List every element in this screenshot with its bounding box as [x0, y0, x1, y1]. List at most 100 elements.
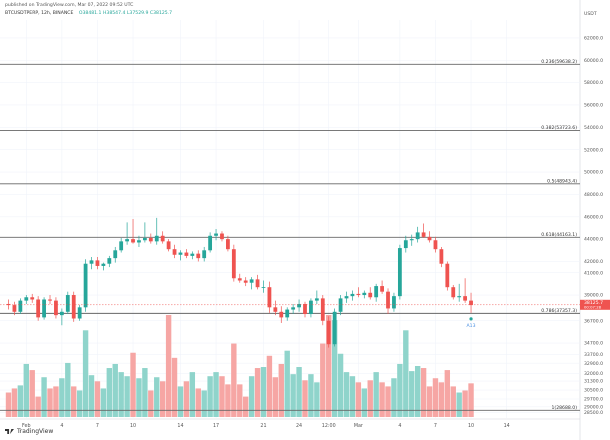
- candle-body: [445, 263, 450, 288]
- volume-bar: [326, 315, 332, 417]
- candle-body: [249, 279, 254, 283]
- volume-bar: [391, 378, 397, 417]
- ohlc-low: L37529.9: [126, 11, 149, 16]
- candle-body: [362, 292, 367, 296]
- volume-bar: [171, 357, 178, 417]
- volume-bar: [290, 374, 296, 417]
- candle-body: [237, 278, 242, 281]
- candle-body: [65, 295, 70, 312]
- tradingview-logo-icon: [5, 429, 14, 434]
- candle-body: [463, 296, 468, 301]
- volume-bar: [130, 352, 136, 417]
- volume-bar: [254, 368, 261, 417]
- y-tick-label: 48000.0: [584, 192, 603, 198]
- y-tick-label: 52000.0: [584, 147, 603, 153]
- candle-body: [226, 239, 230, 250]
- volume-bar: [260, 367, 267, 417]
- volume-bar: [148, 390, 154, 417]
- volume-bar: [53, 386, 59, 417]
- candle-body: [397, 248, 402, 297]
- symbol-legend: BTCUSDTPERP, 12h, BINANCE O38481.1 H3854…: [5, 11, 172, 16]
- candle-body: [6, 303, 11, 306]
- volume-bar: [29, 370, 35, 417]
- candle-body: [457, 296, 462, 298]
- volume-bar: [314, 382, 320, 417]
- candle-body: [24, 297, 29, 301]
- volume-bar: [385, 386, 391, 417]
- volume-bars: [5, 315, 474, 417]
- candle-body: [338, 298, 343, 312]
- candle-body: [303, 303, 307, 315]
- volume-bar: [106, 368, 113, 417]
- candle-body: [350, 293, 355, 297]
- y-tick-label: 30500.0: [584, 388, 603, 394]
- volume-bar: [302, 380, 308, 417]
- volume-bar: [59, 378, 65, 417]
- volume-bar: [154, 377, 160, 417]
- x-tick-label: 21: [260, 423, 266, 429]
- candle-body: [439, 249, 444, 264]
- volume-bar: [225, 384, 231, 417]
- y-tick-label: 42000.0: [584, 259, 603, 265]
- volume-bar: [183, 381, 190, 417]
- volume-bar: [468, 383, 474, 417]
- candle-body: [184, 252, 189, 256]
- candle-body: [202, 250, 207, 259]
- x-tick-label: 12:00: [322, 423, 336, 429]
- y-tick-label: 32000.0: [584, 371, 603, 377]
- volume-bar: [11, 388, 18, 417]
- y-tick-label: 60000.0: [584, 58, 603, 64]
- y-tick-label: 56000.0: [584, 103, 603, 109]
- candle-body: [356, 293, 361, 296]
- volume-bar: [414, 366, 421, 417]
- volume-bar: [444, 370, 451, 417]
- volume-bar: [165, 315, 172, 417]
- volume-bar: [71, 386, 77, 417]
- candle-body: [89, 260, 94, 264]
- volume-bar: [248, 376, 255, 417]
- candle-body: [368, 292, 373, 298]
- volume-bar: [349, 376, 356, 417]
- volume-bar: [432, 378, 439, 417]
- candle-body: [374, 286, 379, 298]
- candle-body: [231, 249, 236, 279]
- volume-bar: [403, 330, 409, 417]
- volume-bar: [231, 343, 237, 417]
- volume-bar: [296, 367, 302, 417]
- fib-label: 0.382(53723.6): [541, 125, 577, 131]
- x-tick-label: 10: [468, 423, 474, 429]
- symbol-name: BTCUSDTPERP, 12h, BINANCE: [5, 11, 74, 16]
- ohlc-open: O38481.1: [78, 11, 102, 16]
- price-axis: 62000.0 60000.0 58000.0 56000.0 54000.0 52000…: [584, 11, 603, 416]
- volume-bar: [373, 372, 379, 417]
- volume-bar: [266, 355, 273, 417]
- candle-body: [415, 232, 420, 240]
- last-price-value: 38125.7: [584, 300, 603, 306]
- candle-body: [178, 252, 183, 255]
- x-tick-label: 14: [504, 423, 510, 429]
- x-tick-label: 24: [296, 423, 302, 429]
- tradingview-logo: TradingView: [5, 428, 53, 435]
- candlesticks: [6, 217, 473, 348]
- candle-body: [83, 263, 88, 308]
- x-tick-label: 10: [130, 423, 136, 429]
- volume-bar: [284, 350, 290, 417]
- candle-body: [131, 239, 135, 243]
- candle-body: [392, 296, 396, 309]
- candle-body: [142, 238, 147, 241]
- last-price-badge: [580, 299, 610, 310]
- candle-body: [255, 279, 260, 288]
- candle-body: [297, 303, 301, 308]
- candle-body: [469, 300, 473, 306]
- candle-body: [137, 240, 141, 243]
- candle-body: [320, 298, 325, 321]
- fib-label: 1(28688.0): [551, 405, 577, 411]
- candle-body: [59, 311, 64, 316]
- volume-bar: [320, 343, 326, 417]
- candle-body: [332, 311, 337, 345]
- volume-bar: [355, 382, 362, 417]
- volume-bar: [397, 363, 403, 417]
- volume-bar: [379, 382, 385, 417]
- candle-body: [77, 307, 82, 319]
